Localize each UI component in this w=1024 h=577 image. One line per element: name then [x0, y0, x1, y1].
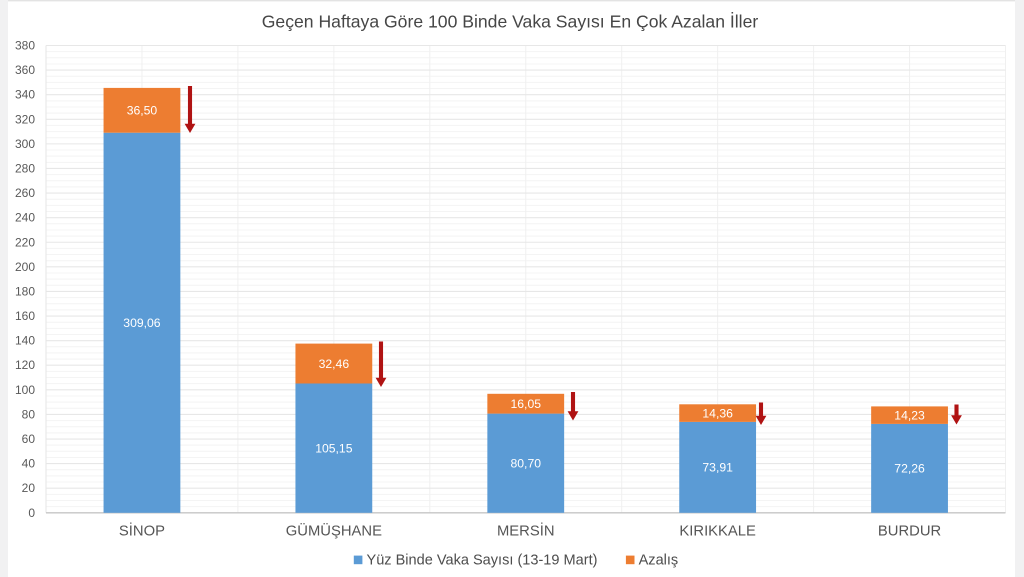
- svg-text:260: 260: [15, 186, 35, 200]
- svg-text:MERSİN: MERSİN: [497, 522, 555, 540]
- svg-text:180: 180: [15, 284, 35, 298]
- svg-text:280: 280: [15, 162, 35, 176]
- svg-text:14,36: 14,36: [702, 406, 733, 420]
- svg-text:300: 300: [15, 137, 35, 151]
- svg-text:14,23: 14,23: [894, 408, 925, 422]
- svg-text:20: 20: [22, 481, 36, 495]
- svg-text:100: 100: [15, 383, 35, 397]
- svg-text:40: 40: [22, 457, 36, 471]
- svg-text:120: 120: [15, 358, 35, 372]
- svg-text:Geçen Haftaya Göre 100 Binde V: Geçen Haftaya Göre 100 Binde Vaka Sayısı…: [262, 12, 759, 32]
- svg-text:36,50: 36,50: [127, 104, 158, 118]
- svg-text:Azalış: Azalış: [639, 553, 679, 569]
- svg-text:140: 140: [15, 334, 35, 348]
- svg-text:60: 60: [22, 432, 36, 446]
- svg-text:240: 240: [15, 211, 35, 225]
- svg-text:160: 160: [15, 309, 35, 323]
- svg-text:32,46: 32,46: [319, 357, 350, 371]
- svg-text:380: 380: [15, 39, 35, 53]
- svg-text:SİNOP: SİNOP: [119, 522, 165, 540]
- svg-text:360: 360: [15, 63, 35, 77]
- svg-text:GÜMÜŞHANE: GÜMÜŞHANE: [286, 522, 382, 540]
- svg-text:16,05: 16,05: [511, 397, 542, 411]
- svg-text:340: 340: [15, 88, 35, 102]
- svg-text:220: 220: [15, 235, 35, 249]
- svg-text:72,26: 72,26: [894, 462, 925, 476]
- svg-text:KIRIKKALE: KIRIKKALE: [679, 524, 756, 540]
- svg-text:80,70: 80,70: [511, 457, 542, 471]
- svg-text:200: 200: [15, 260, 35, 274]
- svg-text:320: 320: [15, 112, 35, 126]
- svg-text:Yüz Binde Vaka Sayısı (13-19 M: Yüz Binde Vaka Sayısı (13-19 Mart): [367, 553, 598, 569]
- svg-text:73,91: 73,91: [702, 461, 733, 475]
- svg-text:80: 80: [22, 407, 36, 421]
- svg-text:0: 0: [28, 506, 35, 520]
- svg-text:BURDUR: BURDUR: [878, 524, 941, 540]
- svg-text:105,15: 105,15: [315, 441, 352, 455]
- svg-text:309,06: 309,06: [123, 316, 160, 330]
